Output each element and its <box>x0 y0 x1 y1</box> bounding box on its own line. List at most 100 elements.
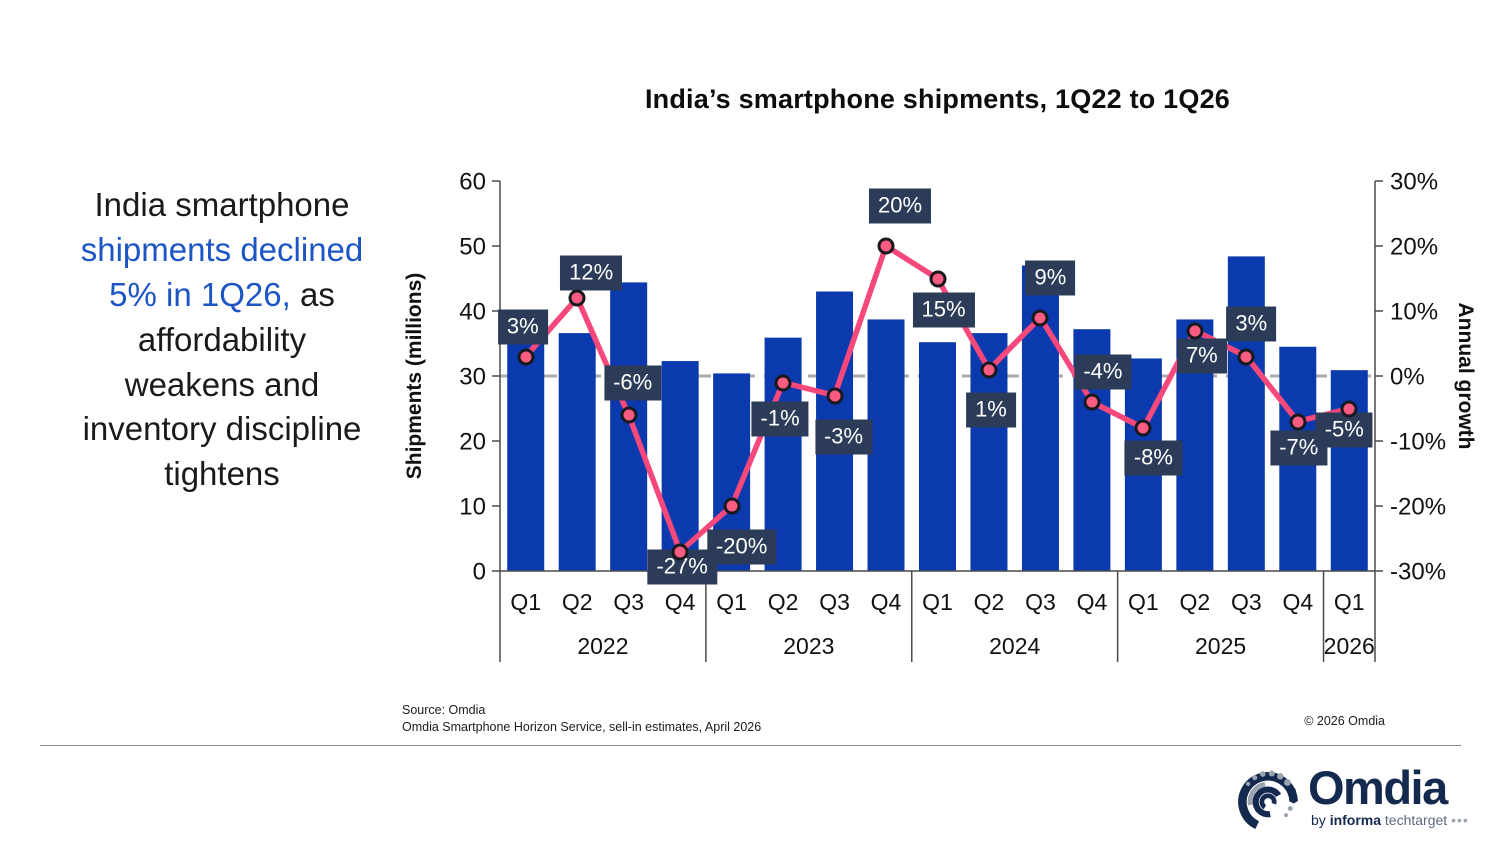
x-axis-quarter-label: Q4 <box>1282 589 1313 615</box>
x-axis-year-label: 2025 <box>1195 633 1246 659</box>
growth-marker <box>568 289 586 307</box>
x-axis-quarter-label: Q1 <box>510 589 541 615</box>
x-axis-quarter-label: Q2 <box>768 589 799 615</box>
growth-data-label: 3% <box>497 309 548 344</box>
x-axis-quarter-label: Q4 <box>1077 589 1108 615</box>
left-axis-title: Shipments (millions) <box>403 273 426 480</box>
growth-marker <box>826 387 844 404</box>
growth-marker <box>929 270 946 287</box>
x-axis-quarter-label: Q2 <box>1180 589 1211 615</box>
shipments-bar <box>919 342 956 571</box>
left-axis-tick-label: 20 <box>459 429 486 456</box>
source-note: Source: Omdia Omdia Smartphone Horizon S… <box>402 702 761 737</box>
headline-highlight: 5% in 1Q26, <box>109 275 291 313</box>
headline-line: weakens and <box>38 363 406 408</box>
chart-title: India’s smartphone shipments, 1Q22 to 1Q… <box>644 84 1231 114</box>
headline-line: tightens <box>38 452 406 497</box>
x-axis-quarter-label: Q1 <box>716 589 747 615</box>
growth-marker <box>980 361 998 378</box>
growth-marker <box>877 237 895 255</box>
right-axis-tick-label: -20% <box>1390 494 1446 521</box>
x-axis-quarter-label: Q3 <box>1025 589 1056 615</box>
left-axis-tick-label: 60 <box>459 169 486 196</box>
headline-segment: weakens and <box>124 365 320 403</box>
headline-line: affordability <box>38 318 406 363</box>
growth-data-label: 15% <box>912 292 975 327</box>
headline-segment: tightens <box>164 455 280 493</box>
right-axis-tick-label: 0% <box>1390 364 1425 391</box>
growth-marker <box>1134 419 1152 437</box>
x-axis-quarter-label: Q4 <box>871 589 902 615</box>
footer-divider <box>40 745 1461 746</box>
headline-line: shipments declined <box>38 228 406 273</box>
x-axis-quarter-label: Q3 <box>1231 589 1262 615</box>
growth-data-label: -4% <box>1074 354 1132 390</box>
growth-marker <box>1237 348 1255 365</box>
shipments-bar <box>1124 358 1162 571</box>
copyright-note: © 2026 Omdia <box>1304 714 1385 728</box>
growth-marker <box>1186 322 1204 339</box>
left-axis-tick-label: 40 <box>459 299 486 326</box>
x-axis-year-label: 2026 <box>1324 633 1375 659</box>
growth-marker <box>1340 400 1358 417</box>
shipments-bar <box>1073 329 1111 571</box>
omdia-wordmark: Omdia <box>1308 761 1448 814</box>
x-axis-quarter-label: Q1 <box>922 589 953 615</box>
x-axis-quarter-label: Q2 <box>562 589 593 615</box>
growth-marker <box>774 374 792 391</box>
headline-highlight: shipments declined <box>80 230 364 268</box>
growth-data-label: 9% <box>1025 260 1076 295</box>
growth-marker <box>671 543 689 560</box>
growth-data-label: 1% <box>966 392 1016 427</box>
source-line-2: Omdia Smartphone Horizon Service, sell-i… <box>402 720 762 735</box>
x-axis-quarter-label: Q1 <box>1334 589 1365 615</box>
growth-marker <box>517 348 535 365</box>
growth-data-label: 20% <box>868 188 932 224</box>
shipments-bar <box>1227 256 1265 571</box>
shipments-bar <box>1021 265 1059 571</box>
left-axis-tick-label: 50 <box>459 234 486 261</box>
growth-data-label: -7% <box>1270 430 1328 465</box>
headline-line: India smartphone <box>38 183 406 228</box>
x-axis-quarter-label: Q1 <box>1128 589 1159 615</box>
x-axis-quarter-label: Q2 <box>974 589 1005 615</box>
right-axis-tick-label: 10% <box>1390 299 1438 326</box>
shipments-bar <box>610 282 648 571</box>
shipments-bar <box>970 333 1008 571</box>
right-axis-tick-label: -10% <box>1390 429 1446 456</box>
headline-line: 5% in 1Q26, as <box>38 273 406 318</box>
growth-data-label: -27% <box>647 549 717 584</box>
growth-data-label: 12% <box>560 255 623 291</box>
shipments-bar <box>1330 370 1368 571</box>
growth-marker <box>620 406 638 424</box>
shipments-bar <box>867 319 905 571</box>
growth-data-label: 7% <box>1176 338 1227 373</box>
left-axis-tick-label: 0 <box>473 559 486 586</box>
x-axis-quarter-label: Q3 <box>819 589 850 615</box>
growth-data-label: -20% <box>706 529 777 565</box>
growth-data-label: 3% <box>1226 306 1277 341</box>
growth-marker <box>1289 413 1307 430</box>
headline-text: India smartphone shipments declined 5% in … <box>38 183 406 497</box>
omdia-logo-icon <box>1238 770 1298 832</box>
left-axis-tick-label: 30 <box>459 364 486 391</box>
tagline-techtarget: techtarget <box>1384 812 1448 828</box>
headline-segment: India smartphone <box>94 186 350 223</box>
omdia-logo: Omdia by informa techtarget ••• <box>1232 761 1468 838</box>
growth-data-label: -5% <box>1315 412 1373 447</box>
shipments-bar <box>507 338 545 571</box>
growth-marker <box>1031 309 1049 326</box>
shipments-bar <box>713 373 751 571</box>
x-axis-quarter-label: Q3 <box>613 589 644 615</box>
source-line-1: Source: Omdia <box>402 703 486 717</box>
x-axis-year-label: 2024 <box>989 633 1040 659</box>
x-axis-quarter-label: Q4 <box>665 589 696 615</box>
headline-line: inventory discipline <box>38 407 406 452</box>
growth-data-label: -1% <box>751 401 809 436</box>
growth-data-label: -6% <box>604 365 662 401</box>
growth-marker <box>1083 393 1101 411</box>
growth-marker <box>723 497 741 515</box>
right-axis-tick-label: -30% <box>1390 559 1446 586</box>
right-axis-tick-label: 20% <box>1390 234 1438 261</box>
